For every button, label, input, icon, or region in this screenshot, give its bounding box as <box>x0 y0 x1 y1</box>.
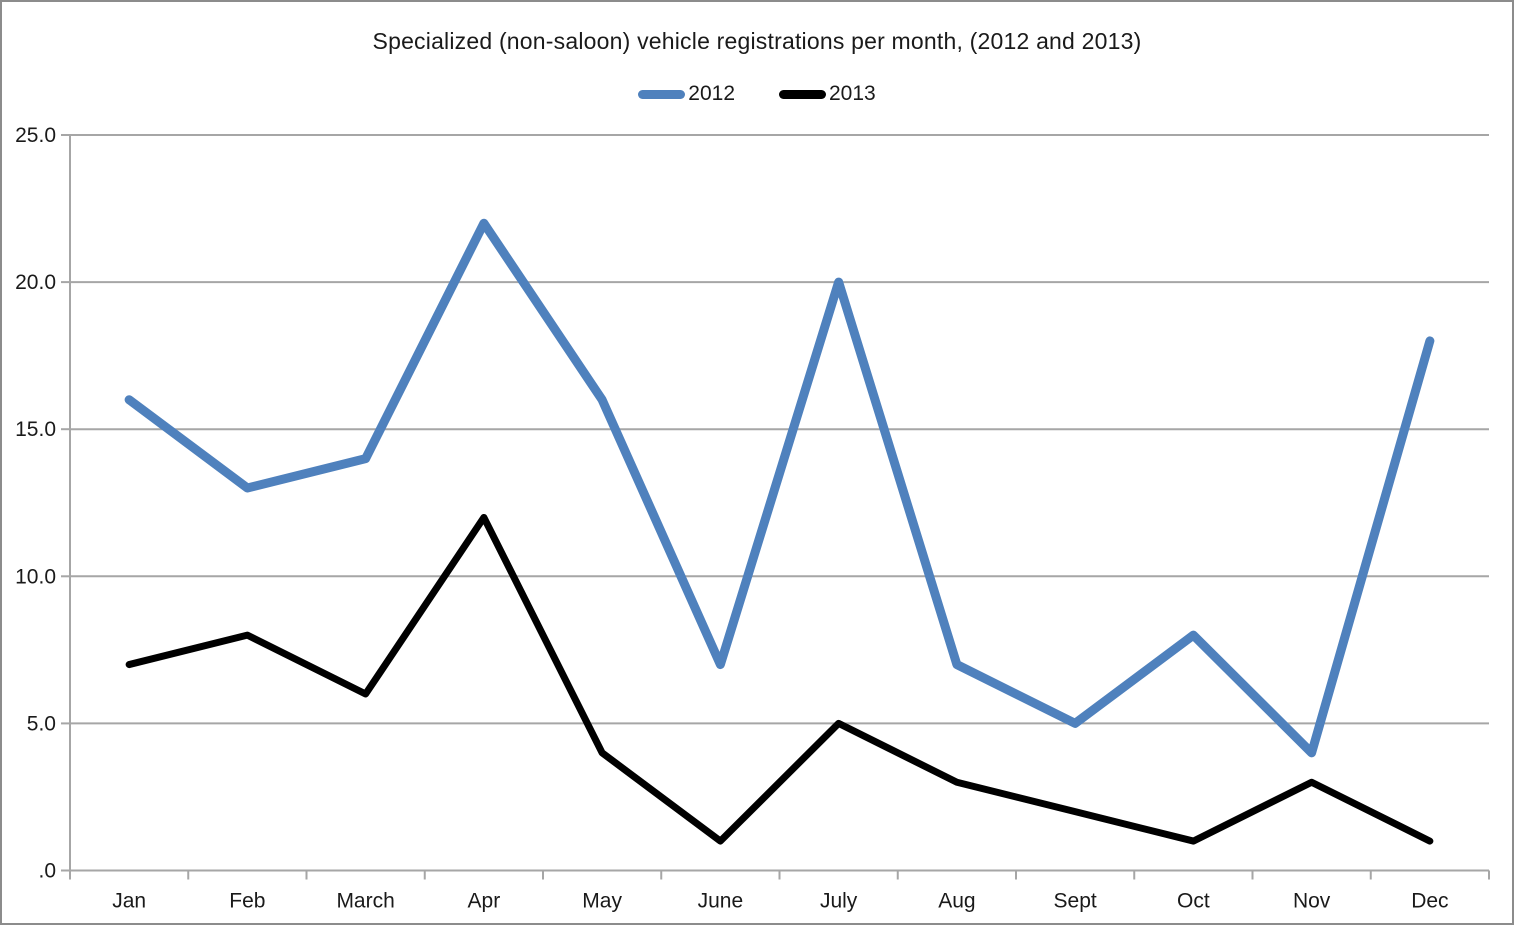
y-axis-tick-label: 10.0 <box>15 565 56 588</box>
x-axis-tick-label: Oct <box>1177 890 1210 913</box>
y-axis-tick-label: 5.0 <box>27 712 56 735</box>
legend-item-2013: 2013 <box>779 82 876 106</box>
legend-label-2012: 2012 <box>688 82 735 105</box>
y-axis-tick-label: 15.0 <box>15 418 56 441</box>
x-axis-tick-label: Feb <box>229 890 265 913</box>
x-axis-tick-label: July <box>820 890 858 913</box>
x-axis-tick-label: Aug <box>938 890 975 913</box>
series-line-2012 <box>124 218 1435 758</box>
y-axis-tick-label: 25.0 <box>15 124 56 147</box>
y-axis-tick-label: .0 <box>38 860 56 883</box>
x-axis-tick-label: May <box>582 890 622 913</box>
legend-swatch-2013-icon <box>779 89 826 99</box>
x-axis-tick-label: Jan <box>112 890 146 913</box>
x-axis-tick-label: Apr <box>468 890 501 913</box>
legend-label-2013: 2013 <box>829 82 876 105</box>
x-axis-tick-label: Dec <box>1411 890 1448 913</box>
x-axis-tick-label: March <box>336 890 394 913</box>
x-axis-tick-label: June <box>698 890 744 913</box>
chart-title: Specialized (non-saloon) vehicle registr… <box>372 28 1142 54</box>
x-axis-tick-label: Sept <box>1054 890 1097 913</box>
series-line-2013 <box>125 513 1434 845</box>
chart-legend: 2012 2013 <box>2 82 1512 106</box>
y-axis-tick-label: 20.0 <box>15 271 56 294</box>
x-axis-tick-label: Nov <box>1293 890 1331 913</box>
legend-item-2012: 2012 <box>638 82 735 106</box>
legend-swatch-2012-icon <box>638 89 686 99</box>
